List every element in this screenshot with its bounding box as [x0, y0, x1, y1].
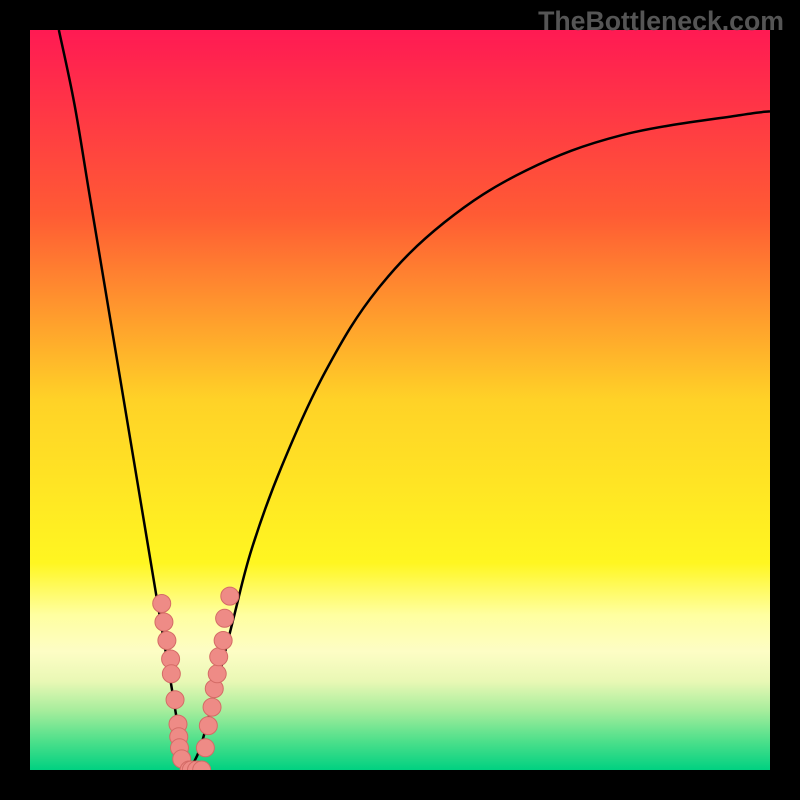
- data-point: [214, 632, 232, 650]
- data-point: [158, 632, 176, 650]
- data-point: [203, 698, 221, 716]
- data-point: [162, 665, 180, 683]
- data-point: [155, 613, 173, 631]
- data-point: [199, 717, 217, 735]
- data-point: [210, 648, 228, 666]
- chart-container: TheBottleneck.com: [0, 0, 800, 800]
- data-point: [221, 587, 239, 605]
- bottleneck-chart: [0, 0, 800, 800]
- watermark-text: TheBottleneck.com: [538, 6, 784, 37]
- data-point: [216, 609, 234, 627]
- plot-background: [30, 30, 770, 770]
- data-point: [196, 739, 214, 757]
- data-point: [208, 665, 226, 683]
- data-point: [166, 691, 184, 709]
- data-point: [153, 595, 171, 613]
